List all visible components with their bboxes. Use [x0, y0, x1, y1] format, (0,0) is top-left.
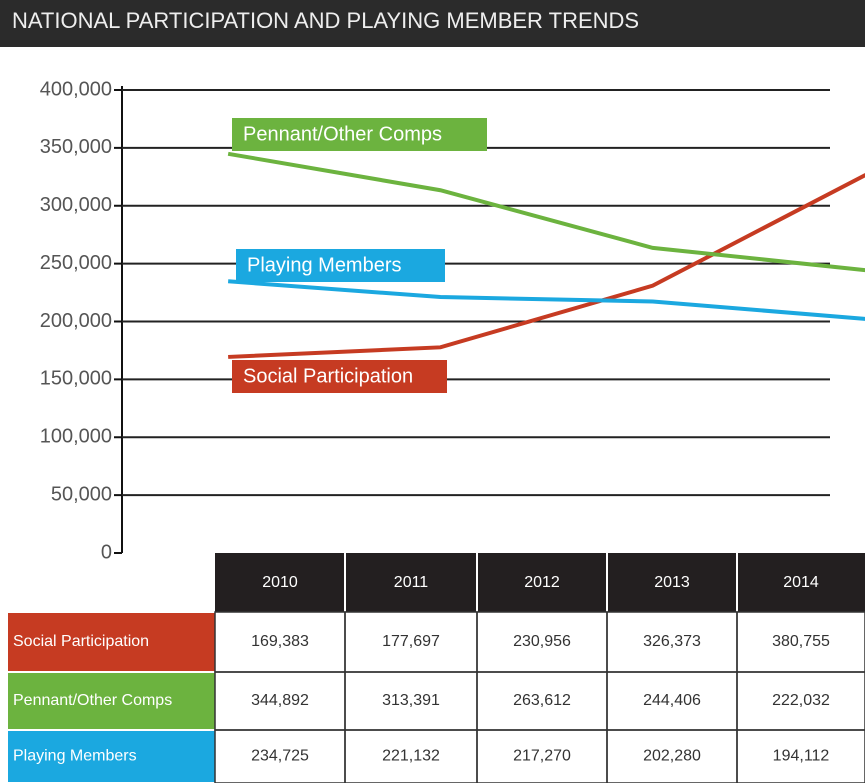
line	[228, 173, 865, 359]
legend-label: Playing Members	[247, 254, 402, 276]
table-year: 2011	[394, 574, 429, 591]
legend-box	[236, 249, 445, 282]
table-value: 313,391	[382, 692, 440, 709]
table-value: 177,697	[382, 633, 440, 650]
table-value: 244,406	[643, 692, 701, 709]
y-tick-label: 50,000	[51, 483, 112, 505]
legend-label: Pennant/Other Comps	[243, 123, 442, 145]
row-header-label: Social Participation	[13, 633, 149, 650]
row-header	[8, 673, 215, 729]
line	[227, 151, 865, 273]
line	[227, 279, 865, 321]
chart-title: NATIONAL PARTICIPATION AND PLAYING MEMBE…	[12, 8, 639, 33]
table-year: 2012	[524, 574, 560, 591]
table-value: 221,132	[382, 748, 440, 765]
row-header	[8, 731, 215, 782]
row-header-label: Playing Members	[13, 748, 137, 765]
table-header-bg	[215, 553, 865, 612]
table-year: 2013	[654, 574, 690, 591]
y-tick-label: 300,000	[40, 194, 112, 216]
y-tick-label: 100,000	[40, 426, 112, 448]
table-value: 344,892	[251, 692, 309, 709]
title-bar	[0, 0, 865, 47]
table-value: 230,956	[513, 633, 571, 650]
table-year: 2010	[262, 574, 298, 591]
table-value: 202,280	[643, 748, 701, 765]
y-tick-label: 400,000	[40, 78, 112, 100]
y-tick-label: 350,000	[40, 136, 112, 158]
y-tick-label: 0	[101, 541, 112, 563]
row-header-label: Pennant/Other Comps	[13, 692, 172, 709]
row-header	[8, 613, 215, 671]
table-value: 217,270	[513, 748, 571, 765]
table-value: 222,032	[772, 692, 830, 709]
plot-lines	[227, 151, 865, 359]
legend-label: Social Participation	[243, 365, 413, 387]
legend-box	[232, 360, 447, 393]
y-tick-label: 250,000	[40, 252, 112, 274]
table-value: 380,755	[772, 633, 830, 650]
table-value: 234,725	[251, 748, 309, 765]
table-year: 2014	[783, 574, 819, 591]
y-tick-label: 200,000	[40, 310, 112, 332]
legend-box	[232, 118, 487, 151]
table-value: 263,612	[513, 692, 571, 709]
table-value: 326,373	[643, 633, 701, 650]
table-cell	[736, 729, 865, 783]
table-value: 169,383	[251, 633, 309, 650]
table-value: 194,112	[773, 748, 830, 765]
y-tick-label: 150,000	[40, 368, 112, 390]
